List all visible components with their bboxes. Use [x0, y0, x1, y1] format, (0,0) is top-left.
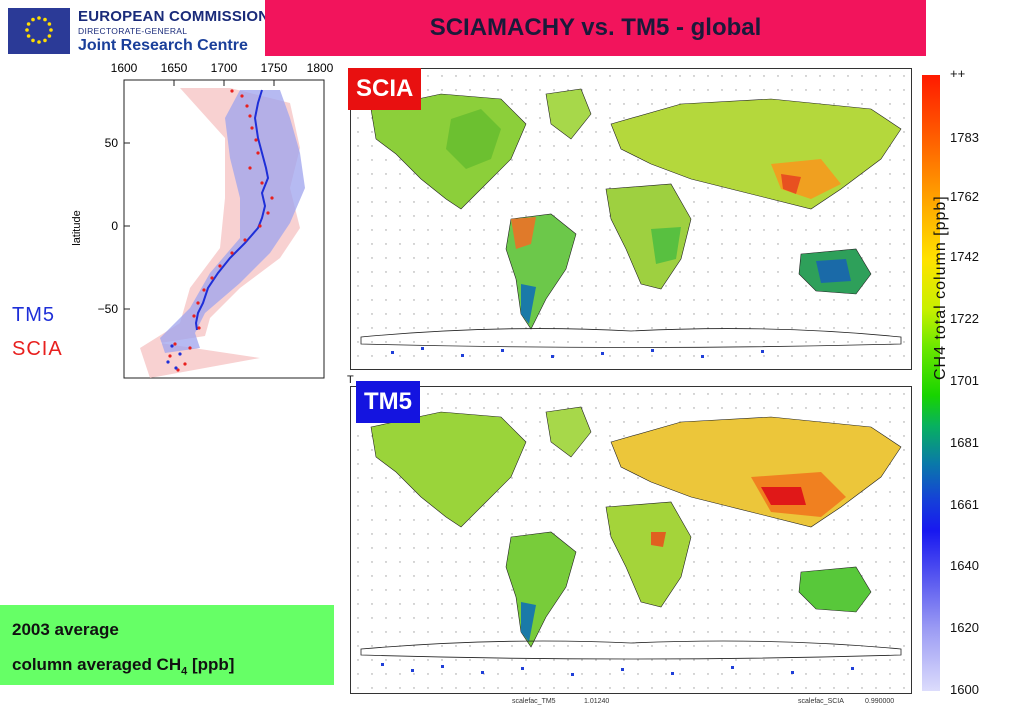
y-tick-label: −50: [98, 302, 119, 316]
north-america-shape: [370, 411, 527, 528]
footer-tm5-name: scalefac_TM5: [512, 698, 556, 705]
australia-shape: [798, 566, 872, 613]
colorbar-tick: ++: [950, 66, 966, 81]
scia-map: [350, 68, 912, 370]
tm5-map: [350, 386, 912, 694]
x-tick-label: 1800: [307, 61, 334, 75]
tm5-badge: TM5: [356, 381, 420, 423]
title-bar: SCIAMACHY vs. TM5 - global: [265, 0, 926, 56]
org-directorate: DIRECTORATE-GENERAL: [78, 26, 188, 36]
tm5-map-svg: [351, 387, 911, 693]
colorbar-tick: 1600: [950, 682, 979, 697]
colorbar-tick: 1701: [950, 373, 979, 388]
info-quantity-main: column averaged CH: [12, 655, 182, 674]
profile-svg: 1600 1650 1700 1750 1800 50 0 −50 latitu…: [71, 61, 334, 379]
antarctica-points: [391, 347, 764, 358]
info-quantity-unit: [ppb]: [187, 655, 235, 674]
page-title: SCIAMACHY vs. TM5 - global: [429, 14, 762, 41]
greenland-shape: [545, 88, 592, 140]
colorbar-tick: 1742: [950, 249, 979, 264]
y-tick-label: 50: [105, 136, 119, 150]
org-name: EUROPEAN COMMISSION: [78, 8, 270, 25]
colorbar-tick: 1783: [950, 130, 979, 145]
info-period: 2003 average: [12, 620, 119, 639]
legend-scia: SCIA: [12, 338, 63, 360]
org-centre: Joint Research Centre: [78, 37, 248, 54]
antarctica-outline: [360, 328, 902, 348]
colorbar: [922, 75, 940, 691]
x-tick-label: 1650: [161, 61, 188, 75]
colorbar-label: CH4 total column [ppb]: [932, 195, 949, 380]
scia-map-svg: [351, 69, 911, 369]
info-box: 2003 average column averaged CH4 [ppb]: [0, 605, 334, 685]
info-quantity: column averaged CH4 [ppb]: [12, 655, 234, 677]
tm5-spread-band: [160, 90, 305, 353]
colorbar-tick: 1681: [950, 435, 979, 450]
ec-logo: EUROPEAN COMMISSION DIRECTORATE-GENERAL …: [8, 6, 269, 58]
y-axis-label: latitude: [71, 210, 83, 245]
colorbar-tick: 1762: [950, 189, 979, 204]
tm5-profile-points: [166, 344, 182, 370]
y-tick-label: 0: [111, 219, 118, 233]
colorbar-tick: 1620: [950, 620, 979, 635]
scia-profile-points: [168, 89, 274, 372]
footer-tm5-value: 1.01240: [584, 698, 610, 705]
x-tick-label: 1700: [211, 61, 238, 75]
antarctica-points: [381, 663, 854, 676]
footer-scia-value: 0.990000: [865, 698, 895, 705]
scia-badge: SCIA: [348, 68, 422, 110]
colorbar-tick: 1640: [950, 558, 979, 573]
antarctica-outline: [360, 640, 902, 660]
x-tick-label: 1750: [261, 61, 288, 75]
legend-tm5: TM5: [12, 304, 55, 326]
colorbar-tick: 1661: [950, 497, 979, 512]
latitude-profile-plot: 1600 1650 1700 1750 1800 50 0 −50 latitu…: [0, 58, 340, 388]
africa-shape: [605, 183, 692, 290]
ec-wordmark: EUROPEAN COMMISSION DIRECTORATE-GENERAL …: [78, 8, 269, 55]
colorbar-tick: 1722: [950, 311, 979, 326]
africa-shape: [605, 501, 692, 608]
t-mark: T: [347, 374, 354, 386]
info-quantity-sub: 4: [181, 665, 188, 678]
tm5-profile-line: [194, 89, 270, 331]
greenland-shape: [545, 406, 592, 458]
x-tick-label: 1600: [111, 61, 138, 75]
footer-scia-name: scalefac_SCIA: [798, 698, 844, 705]
eu-flag-icon: [8, 8, 70, 54]
